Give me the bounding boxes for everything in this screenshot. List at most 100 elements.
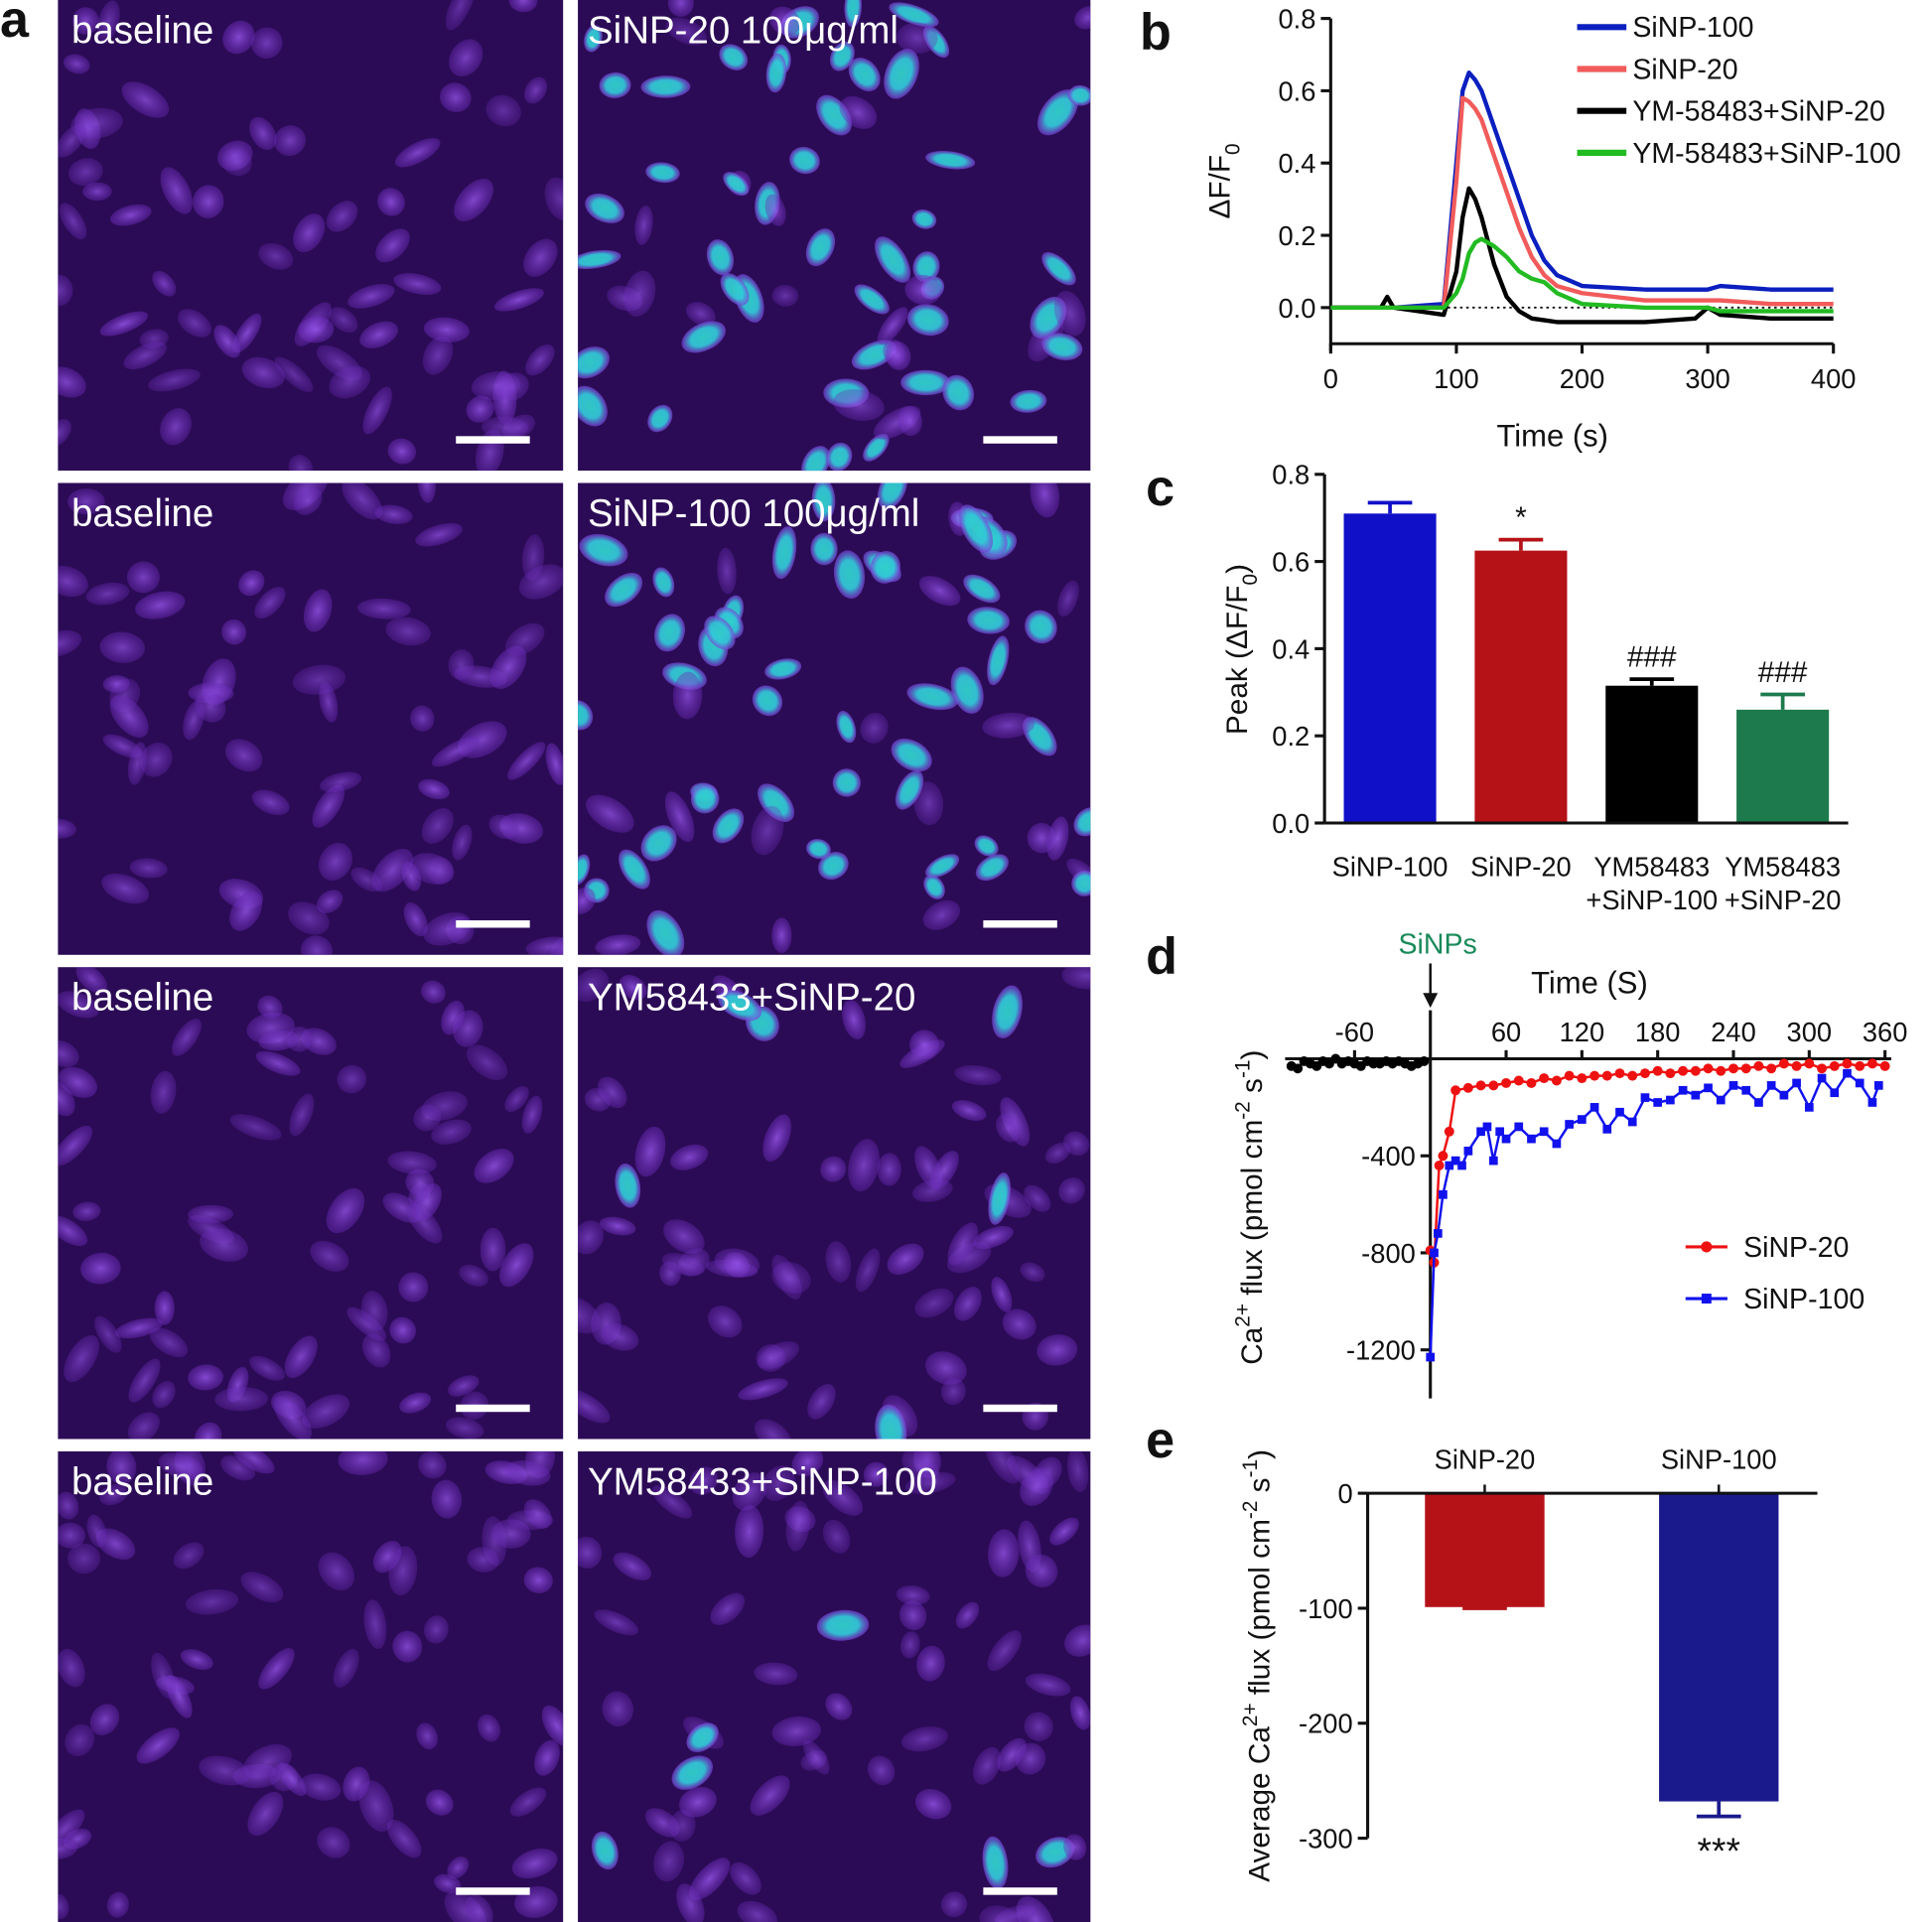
cell — [160, 167, 194, 214]
cell — [833, 550, 866, 600]
marker — [1627, 1117, 1637, 1127]
cell — [661, 1253, 705, 1277]
cell — [326, 1187, 365, 1234]
cell — [229, 891, 263, 931]
cell — [274, 356, 314, 393]
y-tick-label: -800 — [1361, 1238, 1416, 1269]
cell — [121, 81, 170, 118]
cell — [595, 934, 641, 955]
cell — [326, 201, 358, 232]
cell — [811, 482, 836, 522]
x-tick-label: 300 — [1685, 363, 1730, 394]
cell — [389, 1316, 417, 1344]
marker — [1842, 1058, 1853, 1069]
cell — [906, 304, 949, 337]
cell — [222, 20, 255, 55]
y-tick-label: -200 — [1299, 1709, 1353, 1739]
x-axis-label: Time (S) — [1531, 965, 1648, 1000]
cell — [58, 1522, 85, 1549]
cell — [129, 858, 168, 879]
cell — [690, 784, 720, 814]
cell — [544, 177, 564, 221]
cell — [101, 873, 149, 904]
cell — [982, 1836, 1009, 1889]
cell — [249, 116, 277, 150]
cell — [509, 1787, 547, 1817]
cell — [343, 1766, 370, 1802]
marker — [1552, 1139, 1562, 1149]
cell — [363, 1599, 387, 1649]
cell — [822, 1479, 864, 1516]
label-part: s — [1236, 1078, 1269, 1101]
marker — [1589, 1070, 1600, 1081]
marker — [1691, 1090, 1701, 1100]
cell — [58, 1893, 69, 1920]
legend-label: YM-58483+SiNP-20 — [1632, 96, 1885, 128]
cell — [64, 1334, 99, 1383]
cell — [173, 1542, 205, 1570]
cell — [250, 27, 283, 60]
cell — [225, 739, 263, 772]
marker — [1577, 1073, 1587, 1084]
cell — [833, 389, 885, 421]
cell — [371, 848, 414, 892]
cell — [791, 1450, 824, 1477]
cell — [58, 566, 88, 598]
axis-label: Average Ca2+ flux (pmol cm-2 s-1) — [1239, 1449, 1276, 1882]
cell — [388, 1546, 418, 1595]
y-tick-label: 0.4 — [1272, 633, 1310, 664]
cell — [735, 1505, 764, 1558]
label-part: -1 — [1239, 1459, 1262, 1478]
cell — [714, 1248, 760, 1278]
cell — [898, 1600, 927, 1631]
cell — [844, 0, 862, 28]
cell — [466, 395, 494, 423]
cell — [247, 1791, 284, 1837]
cell — [86, 1514, 107, 1548]
cell — [238, 570, 265, 597]
cell — [418, 1450, 447, 1479]
legend-label: SiNP-100 — [1743, 1284, 1864, 1315]
scale-bar — [983, 920, 1057, 928]
series-line — [1330, 236, 1834, 314]
cell — [863, 433, 890, 462]
cell — [1020, 1467, 1053, 1506]
label-part: -2 — [1231, 1101, 1254, 1120]
series-line — [1330, 186, 1834, 325]
cell — [914, 1288, 954, 1318]
cell — [418, 778, 450, 800]
cell — [1010, 389, 1047, 413]
marker — [1602, 1125, 1612, 1134]
panel-letter: a — [0, 0, 30, 49]
cell — [599, 1216, 636, 1236]
cell — [997, 1737, 1027, 1772]
cell — [109, 695, 149, 738]
marker — [1578, 1115, 1587, 1124]
scale-bar — [456, 1887, 530, 1895]
cell — [578, 1389, 611, 1424]
cell — [319, 681, 339, 723]
marker — [1513, 1075, 1524, 1086]
cell — [467, 1547, 499, 1573]
cell — [99, 311, 149, 337]
cell — [220, 1455, 256, 1481]
cell — [619, 849, 650, 890]
cell — [578, 346, 610, 379]
cell — [361, 1333, 391, 1368]
cell — [188, 1364, 223, 1391]
marker — [1551, 1075, 1562, 1086]
x-tick-label: SiNP-20 — [1435, 1443, 1536, 1474]
image-label: SiNP-100 100μg/ml — [588, 492, 919, 535]
cell — [255, 1050, 301, 1076]
cell — [578, 699, 594, 731]
axis-label: Ca2+ flux (pmol cm-2 s-1) — [1231, 1050, 1268, 1365]
cell — [387, 1151, 437, 1174]
micrograph: baseline — [58, 0, 564, 472]
cell — [480, 1227, 506, 1272]
cell — [75, 967, 108, 994]
cell — [302, 1394, 350, 1429]
cells — [58, 967, 543, 1440]
cell — [914, 1789, 952, 1820]
cell — [94, 1315, 122, 1353]
